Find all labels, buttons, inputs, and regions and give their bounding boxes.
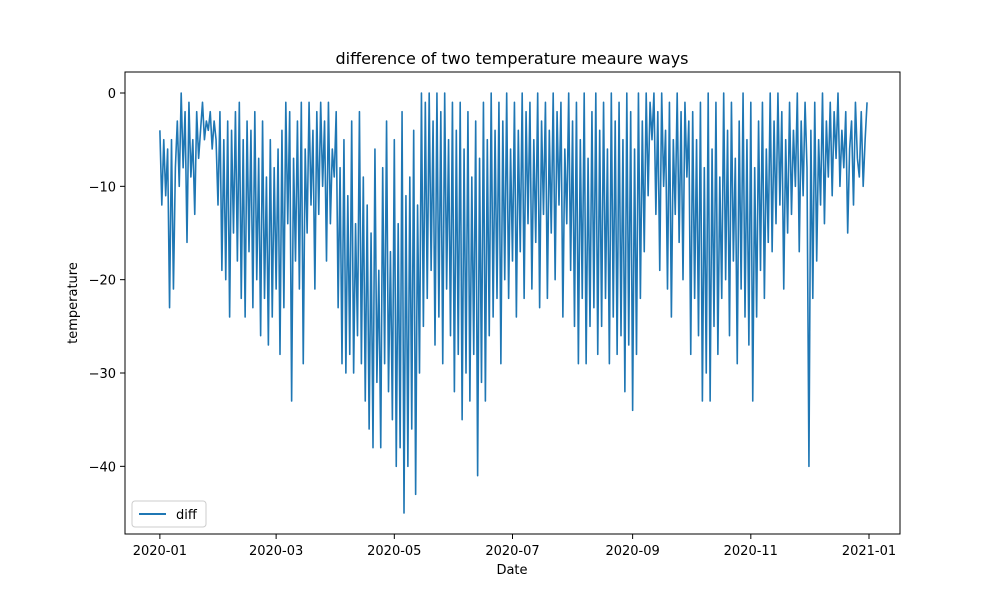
y-axis-label: temperature <box>66 262 81 344</box>
legend-label-diff: diff <box>176 508 198 523</box>
x-tick-label: 2020-03 <box>249 544 303 559</box>
x-axis-label: Date <box>496 563 527 578</box>
x-axis: 2020-01 2020-03 2020-05 2020-07 2020-09 2020-… <box>133 534 896 559</box>
x-tick-label: 2020-05 <box>367 544 421 559</box>
x-tick-label: 2020-11 <box>724 544 778 559</box>
y-tick-label: −20 <box>89 274 116 289</box>
x-tick-label: 2021-01 <box>842 544 896 559</box>
chart-title: difference of two temperature meaure way… <box>335 49 688 68</box>
y-tick-label: −40 <box>89 460 116 475</box>
y-tick-label: 0 <box>108 87 116 102</box>
legend-box <box>131 500 207 528</box>
x-tick-label: 2020-01 <box>133 544 187 559</box>
y-tick-label: −30 <box>89 367 116 382</box>
y-axis: 0 −10 −20 −30 −40 <box>89 87 125 475</box>
y-tick-label: −10 <box>89 180 116 195</box>
x-tick-label: 2020-09 <box>605 544 659 559</box>
x-tick-label: 2020-07 <box>485 544 539 559</box>
series-line-diff <box>159 92 868 514</box>
series-layer <box>159 92 868 514</box>
legend: diff <box>131 500 207 528</box>
